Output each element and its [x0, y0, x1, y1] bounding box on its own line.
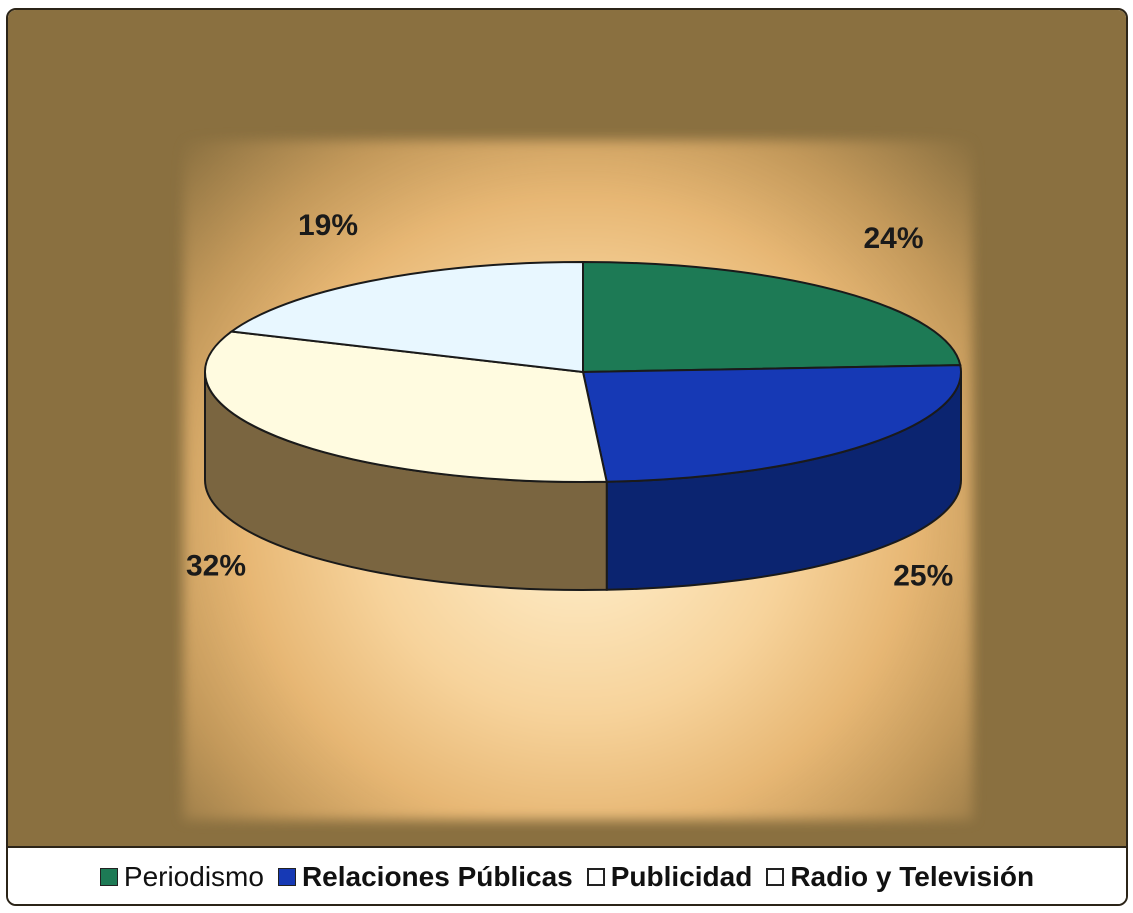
legend-label-relaciones-publicas: Relaciones Públicas — [301, 861, 573, 892]
pie-labels: 24% 25% 32% 19% — [186, 209, 953, 592]
legend-swatch-relaciones-publicas — [277, 868, 296, 886]
legend-label-publicidad: Publicidad — [610, 861, 753, 892]
legend-swatch-radio-y-television — [766, 868, 785, 886]
pie-slice-publicidad — [204, 330, 608, 483]
pie-label-radio-y-television: 19% — [298, 209, 358, 242]
legend-swatch-publicidad — [586, 868, 605, 886]
legend-item-radio-y-television: Radio y Televisión — [766, 861, 1034, 893]
legend-label-radio-y-television: Radio y Televisión — [790, 861, 1035, 892]
legend-item-periodismo: Periodismo — [99, 861, 264, 893]
legend-item-publicidad: Publicidad — [586, 861, 753, 893]
pie-label-relaciones-publicas: 25% — [893, 559, 953, 592]
legend-label-periodismo: Periodismo — [123, 861, 264, 892]
pie-tops — [204, 260, 962, 483]
pie-slice-radio-y-television — [228, 260, 584, 374]
pie-label-periodismo: 24% — [863, 222, 923, 255]
pie-label-publicidad: 32% — [186, 550, 246, 583]
pie-chart: 24% 25% 32% 19% — [186, 209, 962, 592]
legend-item-relaciones-publicas: Relaciones Públicas — [277, 861, 573, 893]
legend: Periodismo Relaciones Públicas Publicida… — [8, 846, 1126, 904]
legend-swatch-periodismo — [99, 868, 118, 886]
pie-slice-relaciones-publicas — [581, 364, 962, 483]
chart-frame: 24% 25% 32% 19% Periodismo Relaciones Públi… — [6, 8, 1128, 906]
pie-slice-periodismo — [582, 260, 962, 374]
